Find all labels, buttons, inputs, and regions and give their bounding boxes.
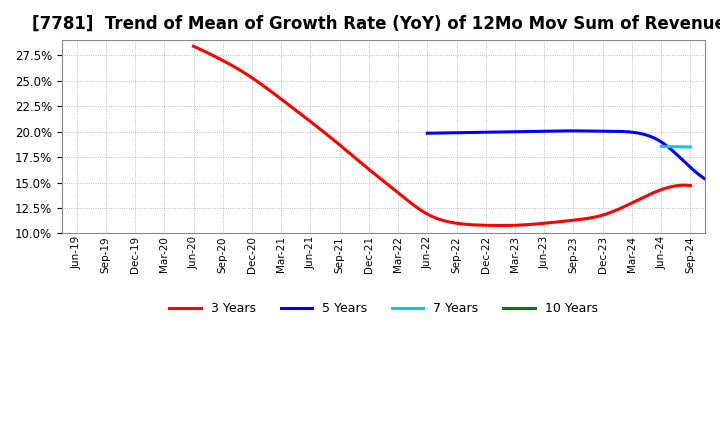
Title: [7781]  Trend of Mean of Growth Rate (YoY) of 12Mo Mov Sum of Revenues: [7781] Trend of Mean of Growth Rate (YoY… <box>32 15 720 33</box>
Legend: 3 Years, 5 Years, 7 Years, 10 Years: 3 Years, 5 Years, 7 Years, 10 Years <box>164 297 603 320</box>
